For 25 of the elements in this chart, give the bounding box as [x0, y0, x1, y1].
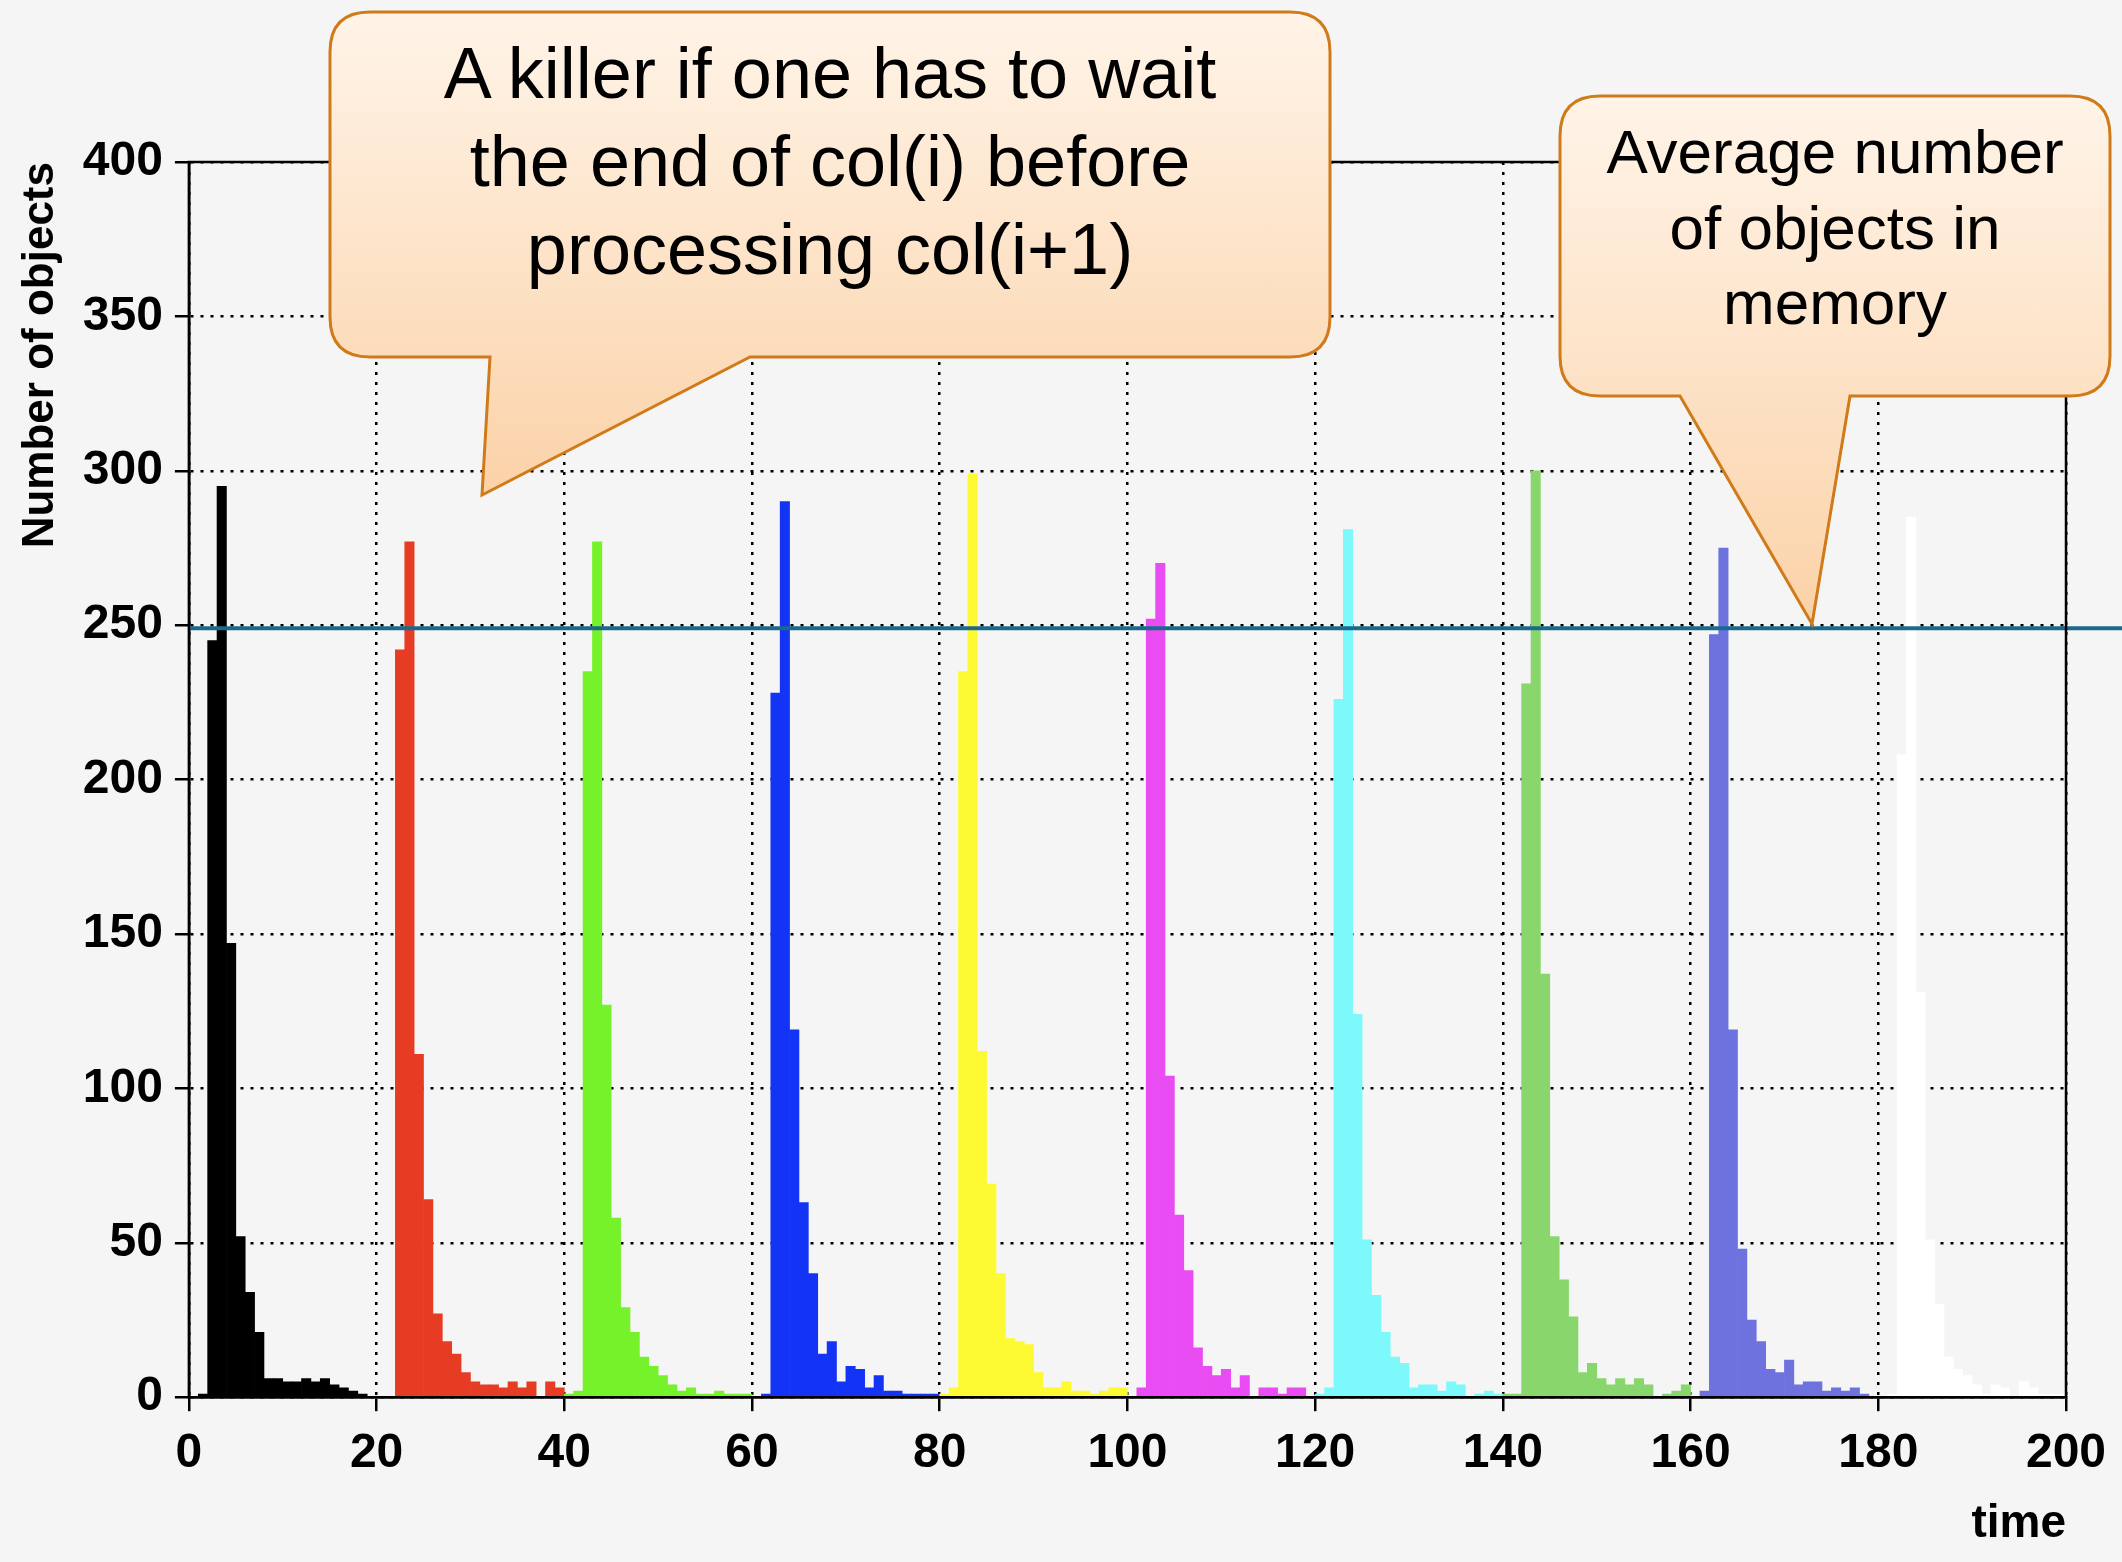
y-tick-label: 200 [82, 749, 163, 803]
x-tick-label: 80 [913, 1424, 967, 1478]
y-tick-label: 300 [82, 441, 163, 495]
y-tick-label: 250 [82, 595, 163, 649]
x-tick-label: 20 [349, 1424, 404, 1478]
x-tick-label: 60 [725, 1424, 779, 1478]
y-tick-label: 350 [82, 286, 163, 340]
y-tick-label: 400 [82, 132, 163, 186]
speech-bubble: A killer if one has to wait the end of col(i) before processing col(i+1) [330, 12, 1330, 495]
y-tick-label: 100 [82, 1058, 163, 1112]
y-tick-label: 150 [82, 904, 163, 958]
x-tick-label: 140 [1462, 1424, 1543, 1478]
y-axis-title: Number of objects [12, 162, 62, 549]
annotation: Average number of objects in memory [1605, 116, 2065, 340]
x-tick-label: 0 [175, 1424, 203, 1478]
x-tick-label: 180 [1838, 1424, 1919, 1478]
x-tick-label: 160 [1650, 1424, 1731, 1478]
annotation: A killer if one has to wait the end of col(i) before processing col(i+1) [442, 32, 1218, 291]
x-tick-label: 120 [1275, 1424, 1356, 1478]
y-tick-label: 0 [136, 1367, 163, 1421]
x-tick-label: 200 [2025, 1424, 2107, 1478]
y-tick-label: 50 [109, 1213, 163, 1267]
x-tick-label: 40 [537, 1424, 591, 1478]
x-axis-title: time [1971, 1495, 2066, 1548]
x-tick-label: 100 [1087, 1424, 1168, 1478]
